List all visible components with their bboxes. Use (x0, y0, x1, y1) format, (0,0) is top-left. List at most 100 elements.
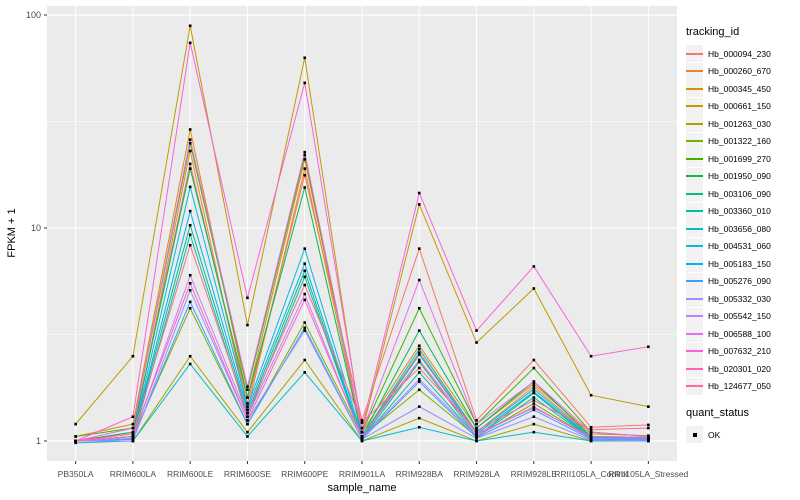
legend-item-Hb_001263_030: Hb_001263_030 (686, 115, 800, 133)
legend-item-label: Hb_001950_090 (708, 171, 771, 182)
black-point-icon (692, 432, 697, 437)
data-point-Hb_003656_080 (303, 371, 307, 374)
legend-item-Hb_001950_090: Hb_001950_090 (686, 167, 800, 186)
legend-key-swatch (686, 360, 703, 378)
x-tick-label: RRIM600SE (224, 469, 272, 479)
legend-item-label: Hb_020301_020 (708, 363, 771, 374)
data-point-Hb_124677_050 (532, 399, 536, 402)
data-point-Hb_001322_160 (303, 321, 307, 324)
data-point-Hb_003360_010 (417, 371, 421, 374)
data-point-Hb_003360_010 (532, 396, 536, 399)
legend-key-swatch (686, 290, 703, 308)
data-point-Hb_006588_100 (246, 385, 249, 388)
data-point-Hb_004531_060 (475, 430, 478, 434)
data-point-Hb_001950_090 (417, 329, 421, 332)
data-point-Hb_003360_010 (303, 275, 307, 279)
data-point-Hb_001263_030 (303, 358, 307, 362)
legend-item-Hb_005542_150: Hb_005542_150 (686, 307, 800, 326)
legend-item-label: Hb_000094_230 (708, 48, 771, 59)
data-point-Hb_005332_030 (188, 288, 192, 292)
legend-item-Hb_000260_670: Hb_000260_670 (686, 62, 800, 81)
y-axis-title: FPKM + 1 (6, 208, 18, 257)
y-tick-label: 1 (36, 436, 41, 446)
legend-key-swatch (686, 237, 703, 255)
legend-item-label: Hb_005332_030 (708, 293, 771, 304)
data-point-Hb_006588_100 (589, 430, 593, 434)
data-point-Hb_005276_090 (532, 408, 536, 412)
data-point-Hb_000260_670 (303, 167, 307, 170)
legend-color-line (686, 367, 703, 370)
data-point-Hb_001263_030 (246, 430, 249, 434)
data-point-Hb_006588_100 (131, 426, 135, 430)
legend-item-label: Hb_004531_060 (708, 241, 771, 252)
data-point-Hb_000661_150 (647, 405, 650, 408)
legend-item-label: Hb_003106_090 (708, 188, 771, 199)
legend-item-Hb_003106_090: Hb_003106_090 (686, 185, 800, 203)
x-tick-label: RRIM928LE (511, 469, 558, 479)
data-point-Hb_001699_270 (74, 435, 77, 438)
data-point-Hb_004531_060 (532, 387, 536, 391)
legend-color-line (686, 52, 703, 55)
data-point-Hb_003656_080 (417, 425, 421, 429)
data-point-Hb_001322_160 (532, 402, 536, 405)
legend-key-swatch (686, 185, 703, 203)
x-tick-label: RRIM600LE (167, 469, 214, 479)
data-point-Hb_000094_230 (532, 358, 536, 362)
legend-color-line (686, 280, 703, 283)
legend-item-Hb_000661_150: Hb_000661_150 (686, 97, 800, 116)
legend-color-line (686, 105, 703, 108)
data-point-Hb_000661_150 (475, 341, 478, 344)
legend-key-swatch (686, 426, 703, 444)
x-tick-label: RRII105LA_Control (554, 469, 628, 479)
legend-item-label: Hb_124677_050 (708, 381, 771, 392)
data-point-Hb_007632_210 (360, 426, 364, 430)
data-point-Hb_005183_150 (303, 262, 307, 265)
data-point-Hb_000260_670 (532, 385, 536, 388)
legend-color-line (686, 192, 703, 195)
legend-item-quant-ok: OK (686, 426, 800, 444)
data-point-Hb_001699_270 (188, 141, 192, 145)
x-tick-label: RRIM901LA (339, 469, 386, 479)
data-point-Hb_001950_090 (246, 396, 249, 399)
y-tick-label: 100 (26, 10, 41, 20)
data-point-Hb_005332_030 (589, 438, 593, 442)
legend-item-Hb_001699_270: Hb_001699_270 (686, 150, 800, 168)
data-point-Hb_000661_150 (589, 393, 593, 397)
legend-color-line (686, 315, 703, 318)
data-point-Hb_005332_030 (475, 436, 478, 440)
data-point-Hb_005542_150 (475, 434, 478, 437)
data-point-Hb_001263_030 (417, 416, 421, 420)
x-tick-label: PB350LA (58, 469, 94, 479)
data-point-Hb_003106_090 (417, 360, 421, 364)
data-point-Hb_000345_450 (303, 158, 307, 161)
data-point-Hb_001322_160 (417, 388, 421, 392)
legend-item-Hb_006588_100: Hb_006588_100 (686, 325, 800, 343)
legend-item-Hb_124677_050: Hb_124677_050 (686, 377, 800, 396)
data-point-Hb_001950_090 (303, 186, 307, 189)
data-point-Hb_003106_090 (303, 269, 307, 273)
x-tick-label: RRIM928BA (396, 469, 444, 479)
data-point-Hb_005542_150 (417, 377, 421, 381)
data-point-Hb_005542_150 (303, 292, 307, 296)
data-point-Hb_001699_270 (303, 153, 307, 157)
legend-key-swatch (686, 342, 703, 360)
data-point-Hb_005332_030 (303, 329, 307, 332)
data-point-Hb_000094_230 (589, 425, 593, 429)
data-point-Hb_007632_210 (417, 191, 421, 195)
data-point-Hb_003656_080 (360, 439, 364, 443)
legend-color-line (686, 332, 703, 335)
data-point-Hb_020301_020 (417, 358, 421, 362)
legend-item-Hb_005332_030: Hb_005332_030 (686, 290, 800, 308)
legend-item-label: Hb_001263_030 (708, 118, 771, 129)
legend-item-label: Hb_006588_100 (708, 328, 771, 339)
data-point-Hb_006588_100 (532, 380, 536, 383)
data-point-Hb_004531_060 (246, 405, 249, 408)
data-point-Hb_000094_230 (188, 162, 192, 166)
data-point-Hb_124677_050 (589, 428, 593, 431)
legend-item-label: Hb_000661_150 (708, 101, 771, 112)
legend-item-label: Hb_001699_270 (708, 153, 771, 164)
legend-panel: tracking_id Hb_000094_230 Hb_000260_670 Hb… (686, 26, 800, 444)
data-point-Hb_124677_050 (188, 243, 192, 247)
data-point-Hb_020301_020 (303, 298, 307, 302)
data-point-Hb_020301_020 (475, 432, 478, 436)
